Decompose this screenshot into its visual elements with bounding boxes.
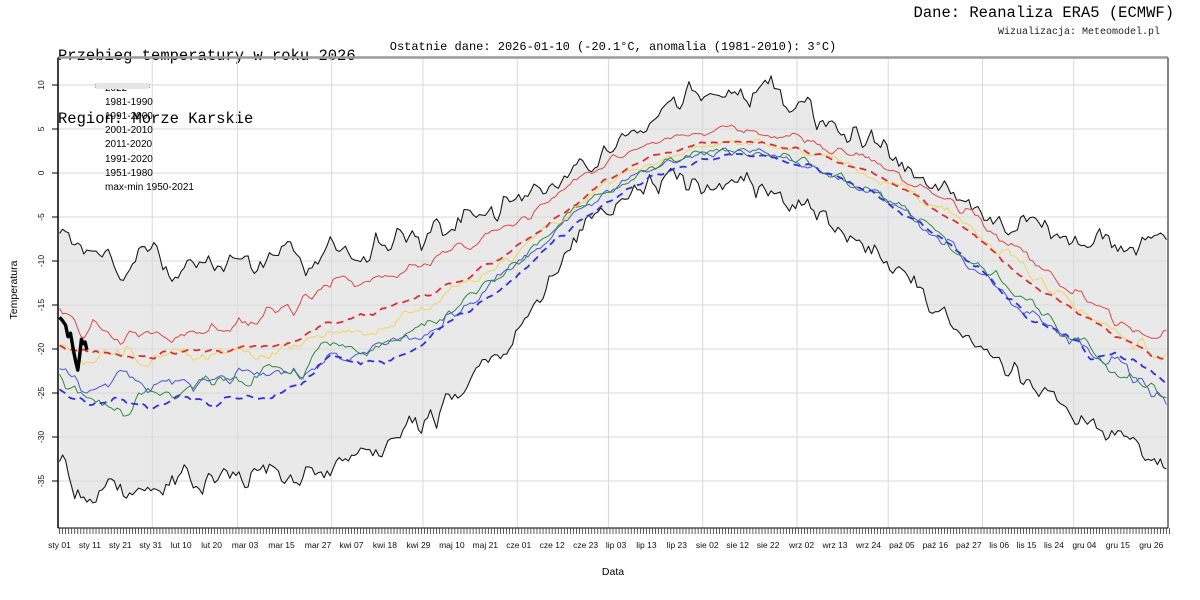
legend-item: 2011-2020	[95, 85, 194, 152]
legend-label: 1981-1990	[105, 96, 153, 108]
x-tick-label: wrz 24	[855, 540, 881, 550]
legend-label: 2011-2020	[105, 139, 153, 151]
legend-label: 1991-2000	[105, 110, 153, 122]
y-tick-label: 5	[36, 126, 46, 131]
x-tick-label: wrz 02	[788, 540, 814, 550]
x-tick-label: kwi 29	[406, 540, 430, 550]
series-1991-2020	[59, 140, 1167, 362]
max-min-band	[59, 75, 1167, 503]
x-tick-label: gru 04	[1072, 540, 1096, 550]
x-tick-label: cze 01	[506, 540, 531, 550]
x-tick-label: paź 16	[923, 540, 949, 550]
x-tick-label: wrz 13	[821, 540, 847, 550]
x-tick-label: lut 20	[201, 540, 222, 550]
y-tick-label: -35	[36, 475, 46, 488]
x-tick-label: lip 23	[667, 540, 688, 550]
x-tick-label: cze 23	[573, 540, 598, 550]
x-tick-label: kwi 18	[373, 540, 397, 550]
legend-label: max-min 1950-2021	[105, 181, 194, 193]
visualization-credit: Wizualizacja: Meteomodel.pl	[997, 27, 1160, 38]
y-tick-label: -10	[36, 255, 46, 268]
x-tick-label: maj 21	[473, 540, 499, 550]
series-2022	[58, 316, 89, 372]
x-tick-label: lis 15	[1017, 540, 1037, 550]
x-tick-label: mar 27	[305, 540, 332, 550]
legend-label: 1991-2020	[105, 153, 153, 165]
legend-item: 1991-2020	[95, 84, 194, 166]
y-tick-label: 10	[36, 80, 46, 90]
x-tick-label: sie 02	[696, 540, 719, 550]
x-tick-label: lut 10	[171, 540, 192, 550]
x-tick-label: sie 12	[726, 540, 749, 550]
legend-item: 1951-1980	[95, 84, 194, 180]
y-axis-label: Temperatura	[8, 260, 20, 320]
x-tick-label: sty 11	[79, 540, 101, 550]
x-tick-label: lis 06	[989, 540, 1009, 550]
y-tick-label: -30	[36, 431, 46, 444]
x-axis-label: Data	[601, 566, 625, 578]
legend-item: 2001-2010	[95, 85, 194, 138]
x-tick-label: cze 12	[540, 540, 565, 550]
legend-item: 1991-2000	[95, 85, 194, 123]
series-2011-2020	[59, 124, 1167, 345]
x-tick-label: lip 13	[636, 540, 657, 550]
x-tick-label: maj 10	[439, 540, 465, 550]
x-tick-label: gru 15	[1106, 540, 1130, 550]
x-tick-label: paź 27	[956, 540, 982, 550]
x-tick-label: mar 15	[268, 540, 295, 550]
x-tick-label: sty 21	[109, 540, 132, 550]
x-tick-label: lis 24	[1044, 540, 1064, 550]
x-tick-label: sty 01	[48, 540, 71, 550]
y-tick-label: 0	[36, 170, 46, 175]
plot-area	[58, 57, 1168, 528]
x-tick-label: kwi 07	[339, 540, 363, 550]
band-min-line	[59, 167, 1167, 504]
legend-label: 1951-1980	[105, 167, 153, 179]
x-tick-label: lip 03	[606, 540, 627, 550]
x-tick-label: sty 31	[139, 540, 162, 550]
x-tick-label: sie 22	[757, 540, 780, 550]
y-tick-label: -15	[36, 299, 46, 312]
series-1991-2000	[59, 148, 1167, 417]
series-2001-2010	[59, 138, 1167, 368]
legend-label: 2001-2010	[105, 125, 153, 137]
x-tick-label: mar 03	[232, 540, 259, 550]
legend-item: 1981-1990	[95, 85, 194, 109]
chart-title: Przebieg temperatury w roku 2026	[58, 47, 356, 65]
x-tick-label: gru 26	[1139, 540, 1163, 550]
data-source: Dane: Reanaliza ERA5 (ECMWF)	[913, 4, 1174, 22]
chart-legend: 20221981-19901991-20002001-20102011-2020…	[95, 81, 194, 195]
band-max-line	[59, 75, 1167, 282]
y-tick-label: -20	[36, 343, 46, 356]
legend-item: max-min 1950-2021	[95, 83, 194, 194]
chart-subtitle: Ostatnie dane: 2026-01-10 (-20.1°C, anom…	[389, 40, 837, 54]
y-tick-label: -25	[36, 387, 46, 400]
y-tick-label: -5	[36, 213, 46, 221]
series-1981-1990	[59, 147, 1167, 405]
legend-swatch-band-icon	[95, 83, 150, 89]
x-tick-label: paź 05	[889, 540, 915, 550]
